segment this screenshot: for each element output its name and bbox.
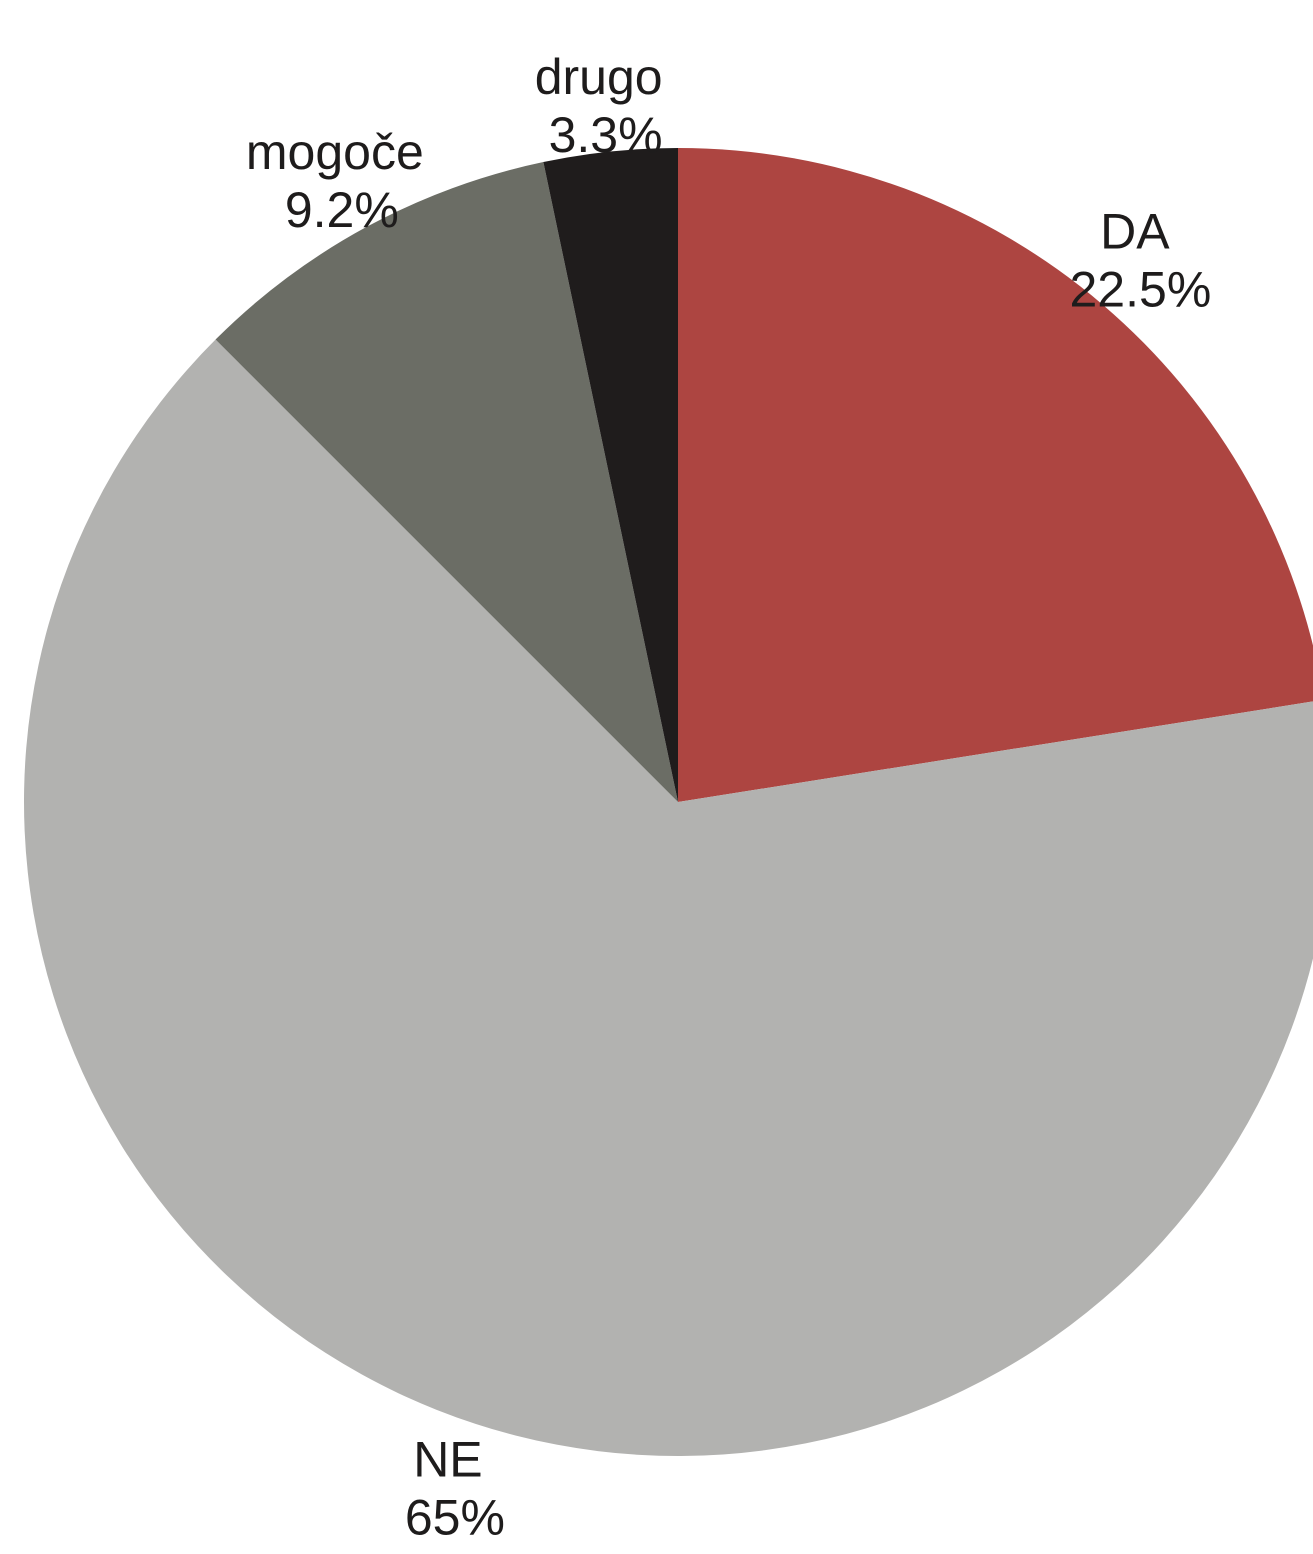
slice-name-mogoce: mogoče [246, 124, 424, 180]
pie-slice-ne [24, 339, 1313, 1456]
pie-slice-da [678, 148, 1313, 802]
slice-label-mogoce: mogoče 9.2% [246, 124, 438, 238]
pie-slice-mogo-e [215, 162, 679, 802]
slice-value-da: 22.5% [1070, 262, 1212, 318]
pie-slice-drugo [543, 148, 678, 802]
pie-slices [24, 148, 1313, 1456]
pie-labels: DA 22.5% NE 65% mogoče 9.2% drugo 3.3% [246, 49, 1211, 1546]
slice-label-ne: NE 65% [405, 1432, 505, 1546]
slice-name-ne: NE [413, 1432, 482, 1488]
slice-value-drugo: 3.3% [549, 107, 663, 163]
slice-value-ne: 65% [405, 1490, 505, 1546]
slice-value-mogoce: 9.2% [285, 182, 399, 238]
slice-name-da: DA [1100, 204, 1170, 260]
slice-name-drugo: drugo [535, 49, 663, 105]
slice-label-drugo: drugo 3.3% [535, 49, 677, 163]
slice-label-da: DA 22.5% [1070, 204, 1212, 318]
